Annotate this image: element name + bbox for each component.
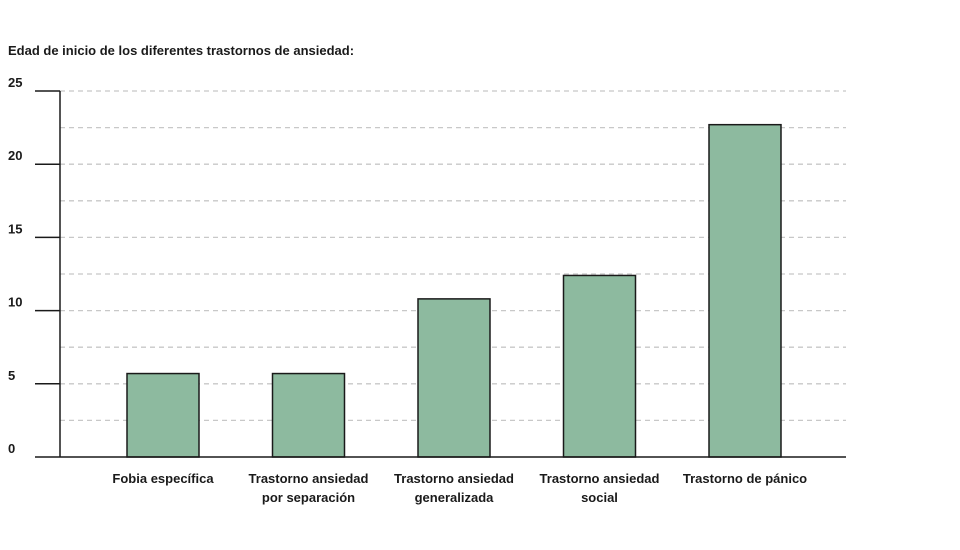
- y-tick-label: 15: [8, 221, 22, 236]
- x-tick-label: Fobia específica: [112, 471, 214, 486]
- axes: [35, 90, 846, 458]
- x-tick-labels: Fobia específica Trastorno ansiedad por se…: [112, 471, 807, 505]
- bars: [126, 123, 782, 458]
- y-tick-label: 25: [8, 75, 22, 90]
- bar: [708, 123, 782, 458]
- y-tick-labels: 0 5 10 15 20 25: [8, 75, 22, 456]
- bar: [126, 372, 200, 458]
- x-tick-label: Trastorno ansiedad social: [540, 471, 660, 505]
- y-tick-label: 10: [8, 295, 22, 310]
- x-tick-label: Trastorno de pánico: [683, 471, 807, 486]
- x-tick-label: Trastorno ansiedad generalizada: [394, 471, 514, 505]
- y-tick-label: 0: [8, 441, 15, 456]
- bar: [562, 274, 637, 458]
- chart-title: Edad de inicio de los diferentes trastor…: [8, 43, 355, 58]
- x-tick-label: Trastorno ansiedad por separación: [249, 471, 369, 505]
- bar: [417, 298, 491, 458]
- y-tick-label: 5: [8, 368, 15, 383]
- bar: [271, 372, 346, 458]
- y-tick-label: 20: [8, 148, 22, 163]
